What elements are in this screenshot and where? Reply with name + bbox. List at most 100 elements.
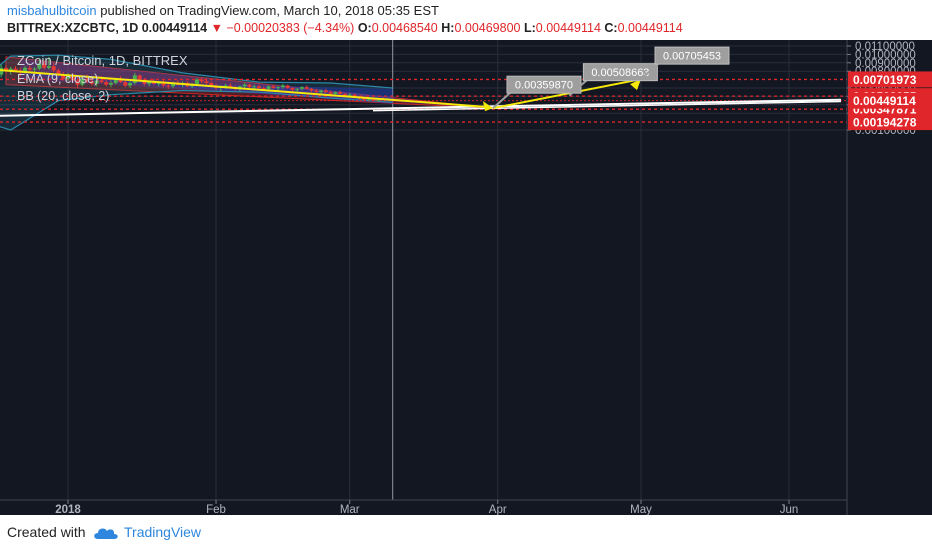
- trendline-lower: [0, 98, 842, 117]
- candle-body: [266, 86, 271, 89]
- bollinger-bands: [0, 54, 393, 131]
- legend: ZCoin / Bitcoin, 1D, BITTREX EMA (9, clo…: [17, 53, 188, 103]
- trendline-upper: [372, 100, 842, 112]
- candle-body: [209, 82, 214, 87]
- projection-arrowhead: [630, 79, 641, 91]
- callout-pointer: [640, 62, 660, 80]
- candle-body: [199, 79, 204, 82]
- bb-fill: [0, 55, 393, 130]
- created-with-text: Created with: [7, 524, 86, 540]
- candle-body: [123, 82, 128, 86]
- open-value: 0.00468540: [371, 21, 438, 35]
- price-chart[interactable]: 0.00359870 0.00508663 0.00705453 0.0110000…: [0, 40, 932, 516]
- candle-body: [61, 74, 66, 79]
- candle-body: [285, 85, 290, 88]
- level-price-label: 0.00701973: [853, 73, 917, 87]
- author-link[interactable]: misbahulbitcoin: [7, 3, 97, 18]
- candle-body: [23, 67, 28, 73]
- candle-body: [46, 66, 51, 68]
- candle-body: [299, 87, 304, 89]
- candle-body: [342, 93, 347, 96]
- candle-body: [280, 85, 285, 88]
- legend-ema: EMA (9, close): [17, 72, 98, 86]
- candle-body: [37, 63, 42, 69]
- candle-body: [80, 78, 85, 85]
- candle-body: [319, 90, 324, 93]
- candle-body: [27, 67, 32, 70]
- candle-body: [75, 80, 80, 85]
- level-price-tag: [848, 71, 932, 88]
- publish-line: misbahulbitcoin published on TradingView…: [7, 3, 439, 18]
- change-value: −0.00020383 (−4.34%): [226, 21, 355, 35]
- candle-body: [347, 94, 352, 96]
- candle-body: [323, 90, 328, 93]
- chart-area[interactable]: 0.00359870 0.00508663 0.00705453 0.0110000…: [0, 40, 932, 516]
- candle-body: [3, 67, 8, 72]
- candle-body: [333, 92, 338, 94]
- candle-body: [338, 92, 343, 94]
- candle-body: [132, 75, 137, 83]
- candle-body: [166, 85, 171, 87]
- time-tick-label: 2018: [55, 504, 81, 515]
- time-tick-label: Jun: [780, 504, 799, 515]
- candle-body: [252, 86, 257, 88]
- grid: [0, 40, 847, 500]
- candle-body: [66, 75, 70, 79]
- open-label: O:: [357, 21, 372, 35]
- candle-body: [89, 81, 94, 84]
- candle-body: [32, 68, 37, 70]
- blue-channel: [20, 72, 393, 104]
- tradingview-brand[interactable]: TradingView: [124, 524, 202, 540]
- candle-body: [242, 84, 247, 87]
- close-value: 0.00449114: [617, 21, 683, 35]
- candle-body: [118, 79, 123, 83]
- last-price-label: 0.00449114: [853, 94, 916, 108]
- trend-lines: [0, 98, 842, 117]
- footer: Created with TradingView: [0, 515, 932, 550]
- candle-body: [151, 82, 156, 84]
- horizontal-levels: [0, 78, 847, 123]
- candles: [0, 56, 395, 102]
- candle-body: [85, 78, 90, 82]
- price-value: 0.00449114: [141, 21, 208, 35]
- callout-pointer: [492, 91, 512, 109]
- axis-tick-label: 0.01100000: [855, 41, 915, 53]
- time-tick-label: Mar: [340, 504, 360, 515]
- candle-body: [13, 68, 18, 71]
- candle-body: [51, 66, 56, 71]
- tradingview-cloud-icon[interactable]: [92, 525, 120, 541]
- last-price-tag: [848, 92, 932, 109]
- callout-box: [654, 46, 730, 65]
- candle-body: [204, 81, 209, 83]
- candle-body: [352, 94, 357, 98]
- low-label: L:: [523, 21, 536, 35]
- candle-body: [147, 82, 152, 84]
- candle-body: [276, 87, 281, 89]
- callout-label: 0.00359870: [515, 80, 573, 92]
- time-tick-label: Feb: [206, 504, 226, 515]
- high-label: H:: [441, 21, 455, 35]
- time-tick-label: Apr: [489, 504, 507, 515]
- down-triangle-icon: ▼: [210, 21, 223, 35]
- downtrend-arrowhead: [482, 101, 493, 112]
- legend-title: ZCoin / Bitcoin, 1D, BITTREX: [17, 53, 188, 68]
- axis-tick-label: 0.00900000: [855, 58, 916, 70]
- candle-body: [113, 79, 118, 83]
- candle-body: [99, 80, 104, 83]
- callout-box: [582, 63, 658, 82]
- candle-body: [271, 86, 276, 88]
- candle-body: [128, 82, 133, 86]
- close-label: C:: [604, 21, 618, 35]
- candle-body: [161, 82, 166, 86]
- chart-header: misbahulbitcoin published on TradingView…: [0, 0, 932, 40]
- candle-body: [223, 85, 228, 87]
- candle-body: [257, 86, 261, 88]
- candle-body: [309, 88, 314, 91]
- axis-tick-label: 0.01000000: [855, 49, 916, 61]
- downtrend-arrow: [0, 69, 490, 109]
- candle-body: [314, 90, 319, 93]
- callout-pointer: [568, 78, 589, 97]
- candle-body: [366, 98, 371, 100]
- low-value: 0.00449114: [535, 21, 601, 35]
- candle-body: [56, 70, 61, 75]
